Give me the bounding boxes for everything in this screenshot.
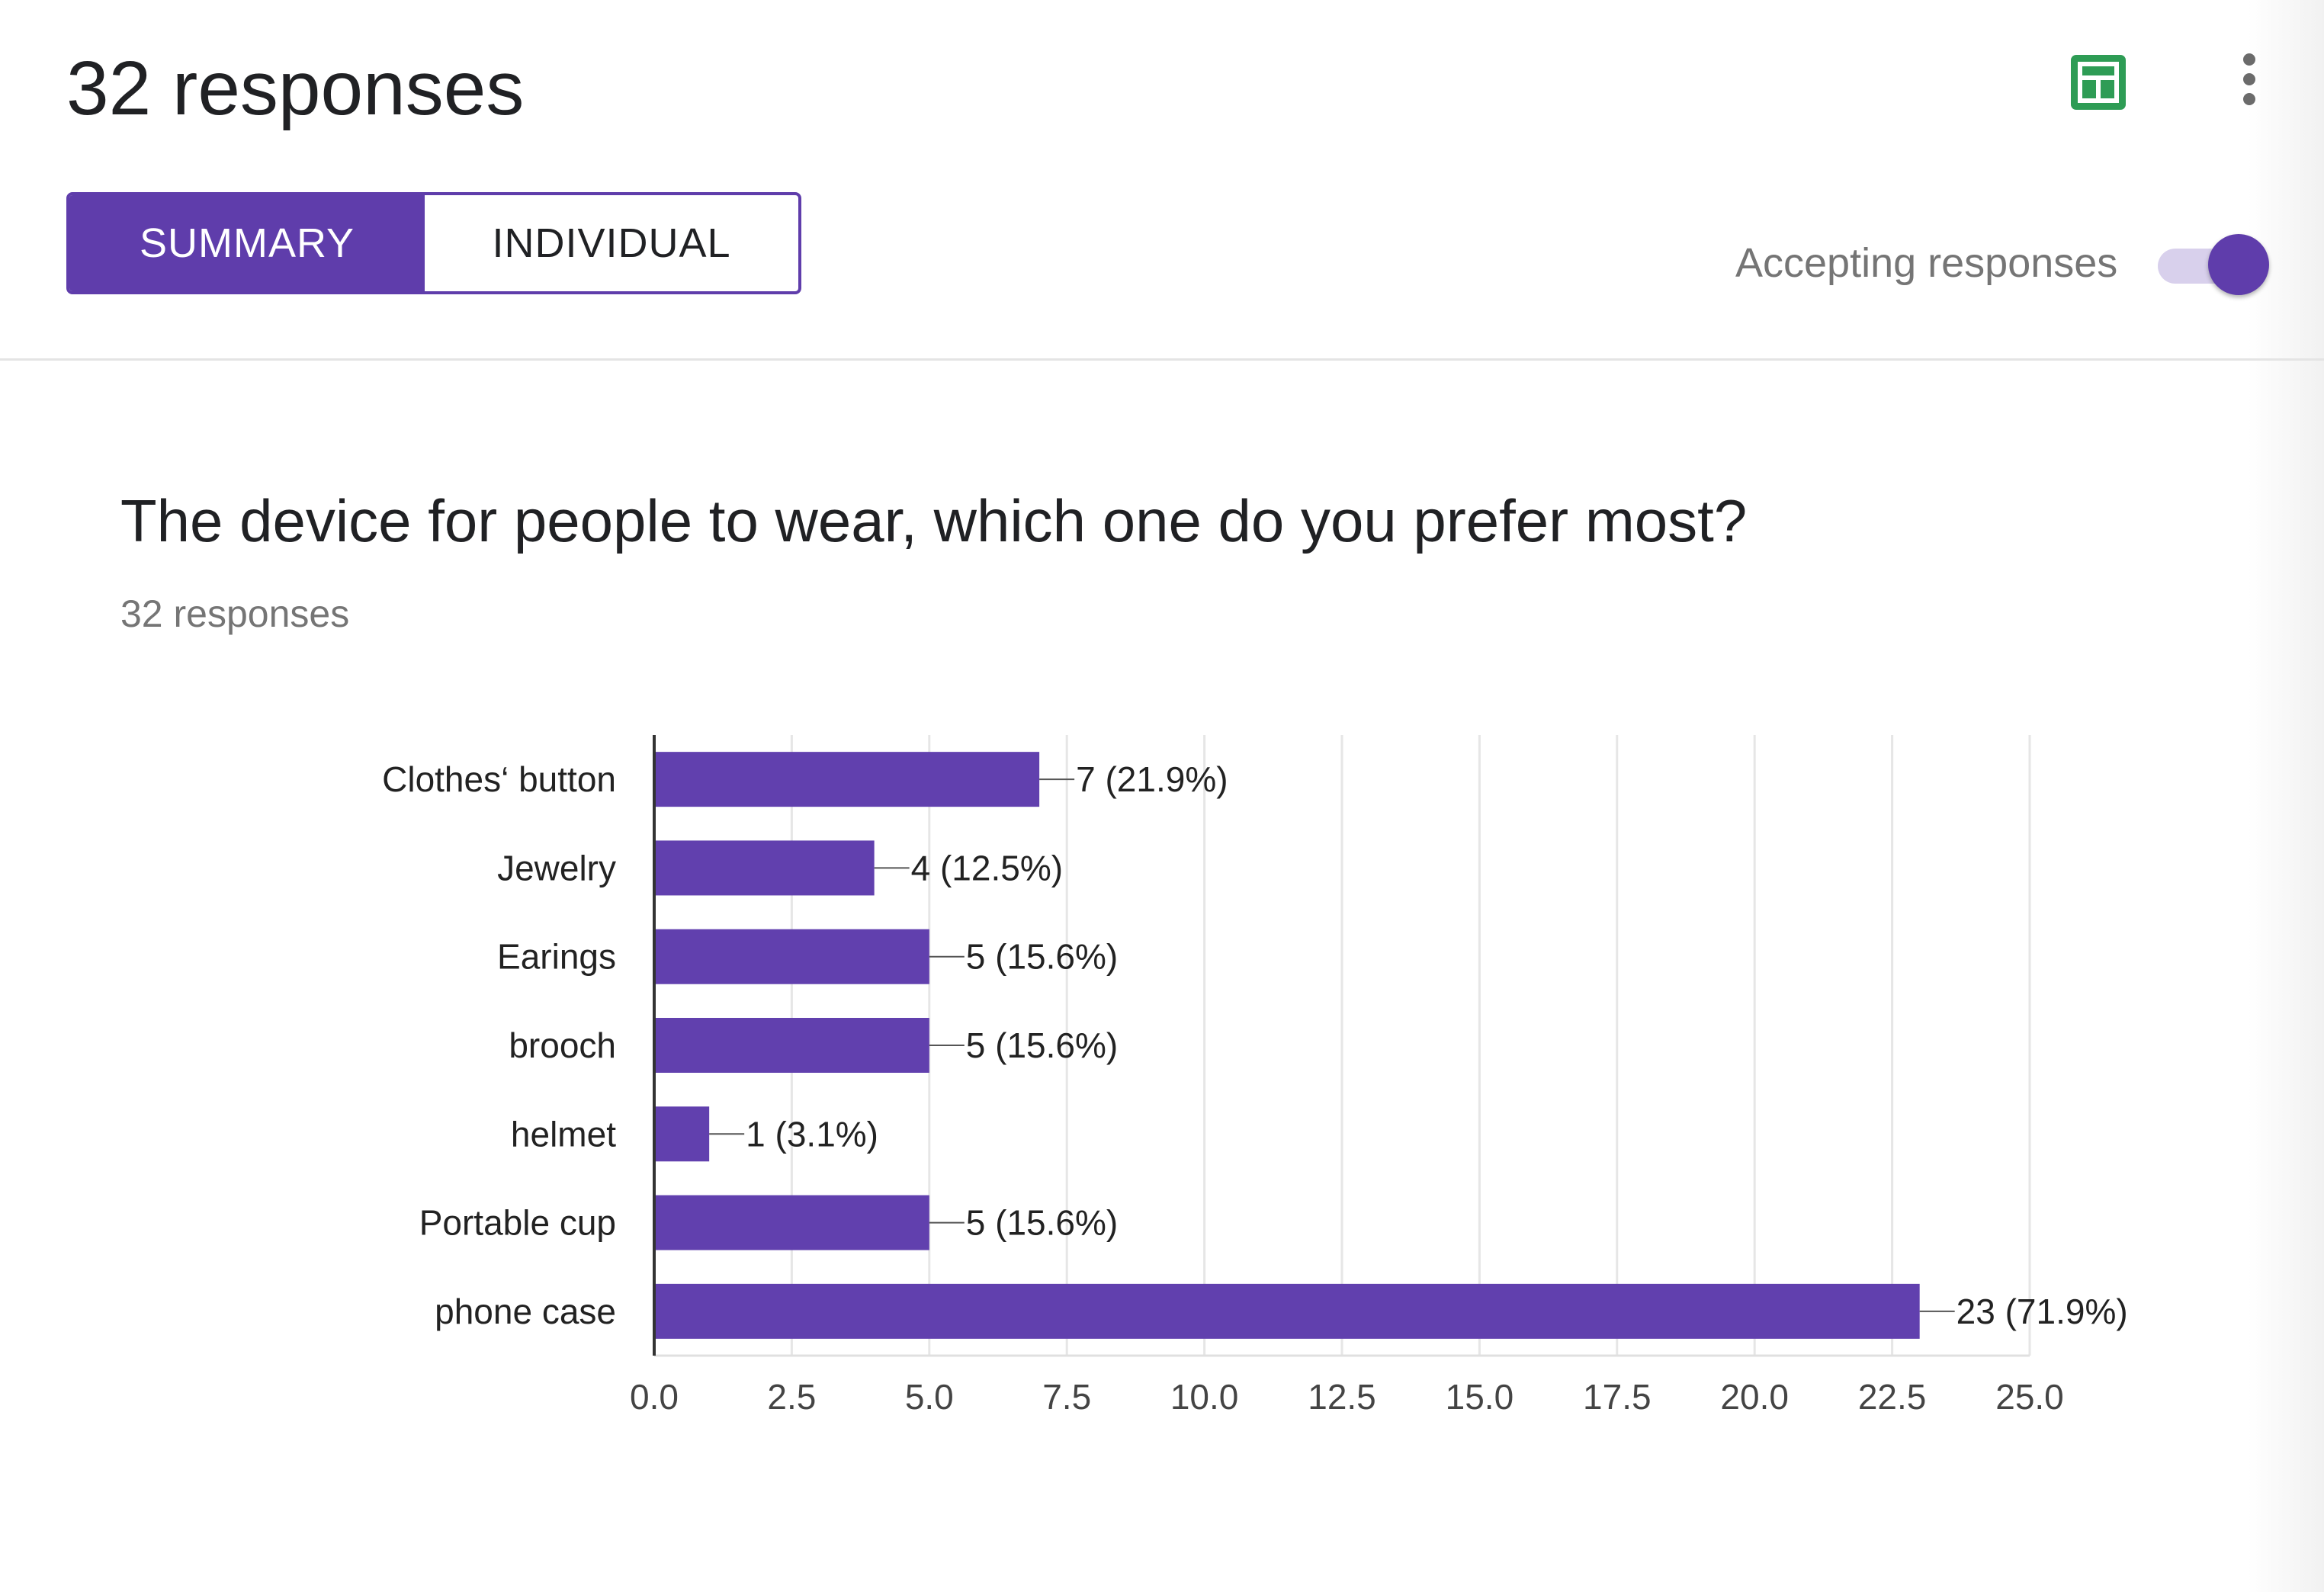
tab-summary[interactable]: SUMMARY — [69, 195, 425, 291]
x-tick-label: 7.5 — [1042, 1377, 1091, 1417]
data-label: 7 (21.9%) — [1076, 759, 1228, 799]
x-tick-label: 22.5 — [1858, 1377, 1927, 1417]
x-tick-label: 2.5 — [767, 1377, 816, 1417]
tab-individual[interactable]: INDIVIDUAL — [492, 220, 731, 266]
data-label: 5 (15.6%) — [966, 937, 1118, 977]
question-response-count: 32 responses — [120, 592, 350, 635]
x-tick-label: 20.0 — [1720, 1377, 1789, 1417]
page-title: 32 responses — [66, 46, 525, 131]
x-tick-label: 15.0 — [1446, 1377, 1514, 1417]
category-label: phone case — [435, 1292, 616, 1331]
category-label: Jewelry — [497, 848, 616, 887]
x-tick-label: 10.0 — [1170, 1377, 1239, 1417]
accepting-responses-toggle[interactable] — [2155, 232, 2272, 296]
bar — [654, 840, 875, 896]
x-tick-label: 25.0 — [1995, 1377, 2064, 1417]
accepting-responses-label: Accepting responses — [1735, 240, 2118, 286]
category-label: helmet — [511, 1114, 616, 1154]
data-label: 5 (15.6%) — [966, 1025, 1118, 1065]
toggle-thumb — [2208, 234, 2269, 295]
bar — [654, 1018, 929, 1073]
x-tick-label: 0.0 — [630, 1377, 679, 1417]
data-label: 5 (15.6%) — [966, 1203, 1118, 1243]
data-label: 4 (12.5%) — [911, 848, 1063, 887]
bar — [654, 1195, 929, 1250]
category-label: Clothes‘ button — [382, 759, 616, 799]
data-label: 23 (71.9%) — [1956, 1292, 2128, 1331]
category-label: brooch — [509, 1025, 616, 1065]
view-tabs: SUMMARY INDIVIDUAL — [66, 192, 801, 294]
more-options-icon[interactable] — [2226, 47, 2272, 111]
x-tick-label: 17.5 — [1583, 1377, 1652, 1417]
header-divider — [0, 358, 2324, 361]
bar — [654, 1106, 710, 1162]
data-label: 1 (3.1%) — [746, 1114, 878, 1154]
x-tick-label: 12.5 — [1308, 1377, 1376, 1417]
category-label: Portable cup — [419, 1203, 616, 1243]
question-title: The device for people to wear, which one… — [120, 487, 1748, 554]
google-sheets-icon[interactable] — [2071, 55, 2126, 110]
bar — [654, 929, 929, 984]
bar — [654, 1283, 1920, 1339]
bar — [654, 752, 1040, 807]
x-tick-label: 5.0 — [905, 1377, 954, 1417]
category-label: Earings — [497, 937, 616, 977]
